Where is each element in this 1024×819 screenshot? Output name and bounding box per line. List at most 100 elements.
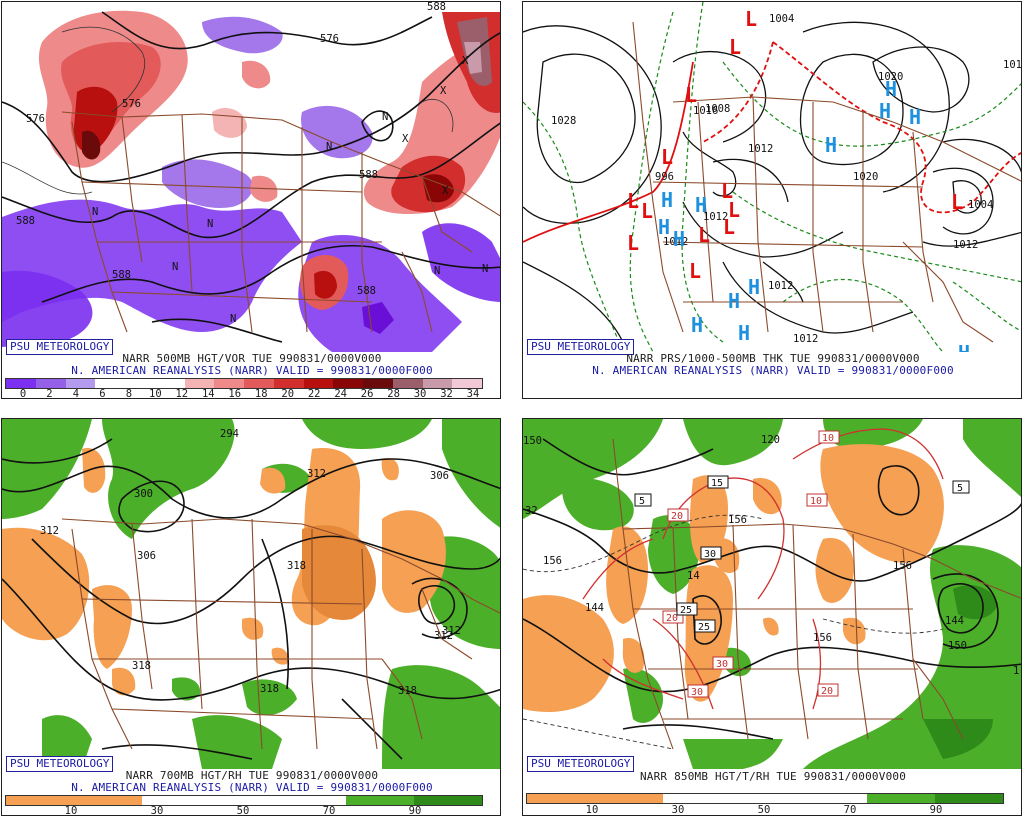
psu-meteorology-badge: PSU METEOROLOGY [6,339,114,355]
high-marker: H [691,313,703,337]
vort-min-label: N [382,111,388,123]
contour-label: 312 [307,468,326,480]
contour-label: 318 [132,660,151,672]
colorbar-segment [74,796,142,805]
vort-min-label: N [434,265,440,277]
vorticity-colorbar-ticks: 0 2 4 6 8 10 12 14 16 18 20 22 24 26 28 30 32 34 [5,389,481,399]
colorbar-tick-label: 90 [408,805,422,816]
temperature-label-boxes: 10 10 5 5 15 20 20 30 25 25 30 30 20 20 … [523,419,970,698]
colorbar-segment [210,796,278,805]
colorbar-segment [303,379,334,388]
colorbar-tick-label: 70 [322,805,336,816]
colorbar-segment [278,796,346,805]
colorbar-tick-label: 0 [19,388,27,399]
isobar-label: 1004 [968,199,993,211]
caption-valid: N. AMERICAN REANALYSIS (NARR) VALID = 99… [71,364,433,377]
colorbar-segment [244,379,274,388]
panel-850mb-hgt-t-rh: 10 10 5 5 15 20 20 30 25 25 30 30 20 20 … [522,418,1022,816]
high-marker: H [673,227,685,251]
svg-text:30: 30 [523,419,535,422]
colorbar-segment [935,794,1003,803]
contour-label: 144 [945,615,964,627]
low-marker: L [951,190,963,214]
colorbar-tick-label: 4 [72,388,80,399]
colorbar-tick-label: 12 [175,388,189,399]
high-marker: H [728,289,740,313]
rh700-map: 312 300 306 312 306 318 312 318 318 318 … [2,419,500,769]
contour-label: 306 [137,550,156,562]
isobar-label: 1028 [551,115,576,127]
temp-box: 5 [952,480,970,494]
colorbar-segment [346,796,414,805]
temp-box: 20 [523,419,535,422]
colorbar-tick-label: 14 [201,388,215,399]
contour-label: 300 [134,488,153,500]
colorbar-segment [6,796,74,805]
rh-colorbar [5,795,483,806]
isobar-label: 1012 [1003,59,1022,71]
colorbar-tick-label: 8 [125,388,133,399]
colorbar-tick-label: 6 [99,388,106,399]
isobar-label: 1008 [705,103,730,115]
psu-meteorology-badge: PSU METEOROLOGY [6,756,114,772]
colorbar-segment [214,379,244,388]
svg-text:10: 10 [822,433,834,444]
contour-label: 318 [287,560,306,572]
caption-valid: N. AMERICAN REANALYSIS (NARR) VALID = 99… [71,781,433,794]
isobar-label: 1012 [793,333,818,345]
high-marker: H [695,193,707,217]
svg-text:30: 30 [716,659,728,670]
low-marker: L [685,83,697,107]
temp-box: 20 [667,508,689,522]
colorbar-segment [142,796,210,805]
svg-text:25: 25 [698,622,710,633]
panel-sfc-prs-thickness: 1028 1004 1012 1012 1020 1012 1012 1008 … [522,1,1022,399]
high-marker: H [748,275,760,299]
temp-box: 10 [806,493,828,507]
high-marker: H [958,341,970,352]
contour-label: 14 [687,570,700,582]
colorbar-tick-label: 32 [440,388,453,399]
vort-min-label: N [207,218,213,230]
low-marker: L [661,145,673,169]
psu-meteorology-badge: PSU METEOROLOGY [527,339,635,355]
svg-text:30: 30 [691,687,703,698]
temp-box: 5 [634,493,652,507]
high-marker: H [879,99,891,123]
contour-label: 294 [220,428,239,440]
svg-text:30: 30 [704,549,716,560]
contour-label: 312 [434,630,453,642]
colorbar-segment [422,379,453,388]
colorbar-segment [452,379,482,388]
colorbar-tick-label: 18 [254,388,268,399]
temp-box: 30 [712,656,734,670]
colorbar-tick-label: 16 [228,388,242,399]
temp-box: 20 [817,683,839,697]
low-marker: L [728,198,740,222]
low-marker: L [721,179,733,203]
contour-label: 588 [112,269,131,281]
colorbar-segment [184,379,215,388]
vort-min-label: N [482,263,488,275]
colorbar-segment [392,379,423,388]
vort-max-label: X [402,133,409,145]
caption-valid: N. AMERICAN REANALYSIS (NARR) VALID = 99… [592,364,954,377]
colorbar-tick-label: 10 [64,805,78,816]
temp-box: 20 [662,610,684,624]
contour-label: 588 [359,169,378,181]
contour-label: 576 [26,113,45,125]
contour-label: 156 [893,560,912,572]
rh-colorbar [526,793,1004,804]
colorbar-segment [527,794,595,803]
caption-product: NARR 850MB HGT/T/RH TUE 990831/0000V000 [639,770,907,783]
contour-label: 318 [260,683,279,695]
isobar-label: 1012 [748,143,773,155]
contour-label: 144 [585,602,604,614]
colorbar-segment [867,794,935,803]
low-marker: L [698,223,710,247]
temp-box: 30 [687,684,709,698]
colorbar-tick-label: 90 [929,804,943,816]
pressure-map: 1028 1004 1012 1012 1020 1012 1012 1008 … [523,2,1022,352]
contour-label: 150 [948,640,967,652]
isobar-label: 1020 [853,171,878,183]
